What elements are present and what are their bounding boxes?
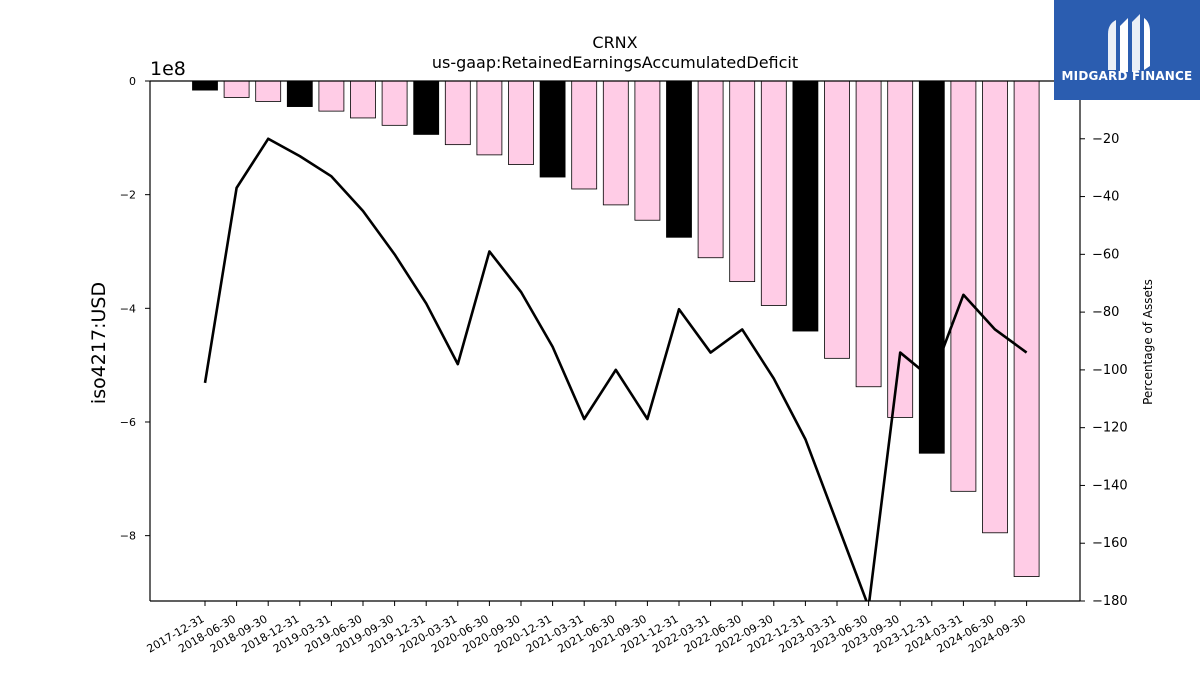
y-axis-label: iso4217:USD xyxy=(88,282,110,404)
y2-tick-label: −80 xyxy=(1092,305,1119,320)
bar xyxy=(887,80,914,418)
bar xyxy=(697,80,724,259)
bar xyxy=(729,80,756,283)
y2-tick-label: −40 xyxy=(1092,190,1119,205)
y2-tick-label: −120 xyxy=(1092,421,1128,436)
bar xyxy=(539,80,566,178)
bar xyxy=(476,80,503,156)
bar xyxy=(508,80,534,165)
line-layer xyxy=(203,137,1028,601)
y-multiplier-label: 1e8 xyxy=(150,58,186,80)
axes-layer xyxy=(149,80,1081,602)
bar xyxy=(918,80,945,454)
y2-tick-label: −180 xyxy=(1092,594,1128,609)
y2-tick-label: −20 xyxy=(1092,132,1119,147)
bar xyxy=(760,80,787,306)
bar xyxy=(634,80,661,221)
y2-tick-label: −160 xyxy=(1092,536,1128,551)
bar xyxy=(444,80,471,146)
y2-tick-label: −140 xyxy=(1092,478,1128,493)
bar xyxy=(950,80,977,492)
bar xyxy=(855,80,882,388)
bar xyxy=(286,80,313,107)
bar xyxy=(571,80,598,190)
logo-mark-icon xyxy=(1108,14,1150,72)
bar xyxy=(1013,80,1040,577)
bar xyxy=(381,80,408,126)
bar xyxy=(318,80,345,112)
bar-layer xyxy=(192,80,1040,577)
bar xyxy=(602,80,629,206)
bar xyxy=(666,80,692,238)
chart-subtitle: us-gaap:RetainedEarningsAccumulatedDefic… xyxy=(432,53,798,72)
y2-tick-label: −100 xyxy=(1092,363,1128,378)
chart-title: CRNX xyxy=(592,33,637,52)
y2-tick-label: −60 xyxy=(1092,247,1119,262)
bar xyxy=(413,80,440,135)
bar xyxy=(982,80,1008,534)
y-tick-label: −4 xyxy=(120,302,136,315)
y-tick-label: −6 xyxy=(120,416,136,429)
percentage-line xyxy=(203,137,1028,601)
logo-text: MIDGARD FINANCE xyxy=(1061,69,1193,83)
company-logo: MIDGARD FINANCE xyxy=(1054,0,1200,100)
bar xyxy=(255,80,282,102)
y-tick-label: 0 xyxy=(129,75,136,88)
y-tick-label: −8 xyxy=(120,530,136,543)
bar xyxy=(192,80,218,91)
y-tick-label: −2 xyxy=(120,189,136,202)
bar xyxy=(792,80,819,332)
bar xyxy=(223,80,250,98)
y2-axis-label: Percentage of Assets xyxy=(1141,279,1155,405)
bar xyxy=(350,80,376,119)
bar xyxy=(824,80,850,359)
